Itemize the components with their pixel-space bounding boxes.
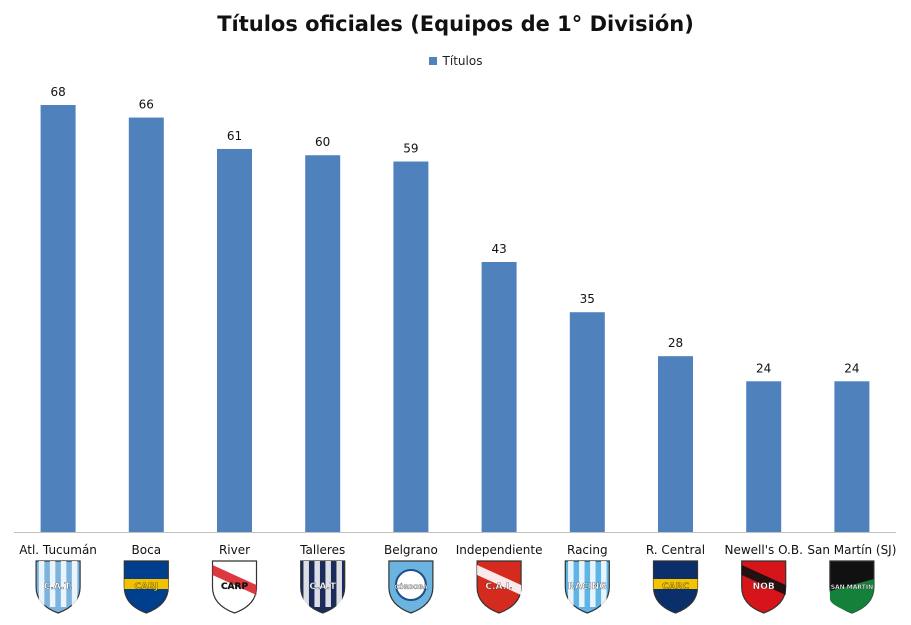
independiente-crest-icon: C.A.I. xyxy=(476,560,522,614)
data-label: 24 xyxy=(844,361,859,375)
bar xyxy=(746,381,782,532)
crest-band xyxy=(829,579,874,613)
crest-text: CARP xyxy=(221,582,249,592)
crest-stripe xyxy=(601,561,607,607)
crest-ring xyxy=(394,569,427,601)
crest-text: CÓRDOBA xyxy=(394,584,428,591)
legend-swatch xyxy=(428,56,437,65)
data-label: 68 xyxy=(50,85,65,99)
crest-band xyxy=(477,565,522,595)
river-plate-crest-icon: CARP xyxy=(211,560,258,614)
crest-text: CABJ xyxy=(134,582,158,592)
bar xyxy=(40,105,76,532)
crest-shield xyxy=(35,560,81,614)
chart-title: Títulos oficiales (Equipos de 1° Divisió… xyxy=(217,12,694,36)
data-label: 59 xyxy=(403,142,418,156)
crest-band xyxy=(124,579,169,589)
crest-stripe xyxy=(568,561,574,607)
bar xyxy=(393,161,429,532)
crest-text: RACING xyxy=(568,582,607,592)
bar xyxy=(569,312,605,532)
bar xyxy=(305,155,341,532)
category-label: Boca xyxy=(132,543,162,557)
crest-stripe xyxy=(49,561,56,607)
crest-text: NOB xyxy=(753,582,775,592)
san-martin-sj-crest-icon: SAN MARTÍN xyxy=(829,560,875,614)
talleres-crest-icon: C.A.T xyxy=(300,560,346,614)
data-label: 35 xyxy=(580,292,595,306)
data-label: 61 xyxy=(227,129,242,143)
crest-shield xyxy=(564,560,610,614)
crest-band xyxy=(212,565,257,595)
crest-stripe xyxy=(60,561,67,607)
crest-text: C.A.I. xyxy=(485,582,512,592)
crest-text: SAN MARTÍN xyxy=(831,583,873,591)
crest-stripe xyxy=(314,561,320,607)
crest-band xyxy=(741,565,786,595)
newells-crest-icon: NOB xyxy=(741,560,787,614)
crest-shield xyxy=(300,560,346,614)
crest-text: CARC xyxy=(662,582,690,592)
category-label: R. Central xyxy=(646,543,705,557)
crest-stripe xyxy=(590,561,596,607)
belgrano-crest-icon: CÓRDOBA xyxy=(388,560,434,614)
crest-stripe xyxy=(303,561,309,607)
crest-text: C.A.T. xyxy=(44,582,73,592)
category-label: Talleres xyxy=(299,543,345,557)
rosario-central-crest-icon: CARC xyxy=(652,560,699,614)
data-label: 24 xyxy=(756,361,771,375)
crest-band xyxy=(653,579,698,589)
crest-stripe xyxy=(336,561,342,607)
crest-stripe xyxy=(579,561,585,607)
category-label: River xyxy=(219,543,250,557)
legend: Títulos xyxy=(0,54,911,68)
atletico-tucuman-crest-icon: C.A.T. xyxy=(35,560,81,614)
crest-stripe xyxy=(325,561,331,607)
category-label: Belgrano xyxy=(384,543,438,557)
bar xyxy=(481,261,517,532)
racing-crest-icon: RACING xyxy=(564,560,610,614)
category-label: Independiente xyxy=(456,543,543,557)
bar xyxy=(217,148,252,533)
data-label: 28 xyxy=(668,336,683,350)
category-label: Newell's O.B. xyxy=(724,543,802,557)
bar xyxy=(834,381,870,532)
category-label: Racing xyxy=(567,543,608,557)
category-label: San Martín (SJ) xyxy=(807,543,896,557)
bar xyxy=(128,117,164,532)
crest-stripe xyxy=(71,561,78,607)
data-label: 60 xyxy=(315,135,330,149)
bar xyxy=(658,356,693,532)
legend-label: Títulos xyxy=(442,54,483,68)
crest-stripe xyxy=(38,561,45,607)
data-label: 43 xyxy=(491,242,506,256)
crest-text: C.A.T xyxy=(309,582,337,592)
boca-juniors-crest-icon: CABJ xyxy=(123,560,169,614)
category-label: Atl. Tucumán xyxy=(19,543,97,557)
data-label: 66 xyxy=(139,98,154,112)
